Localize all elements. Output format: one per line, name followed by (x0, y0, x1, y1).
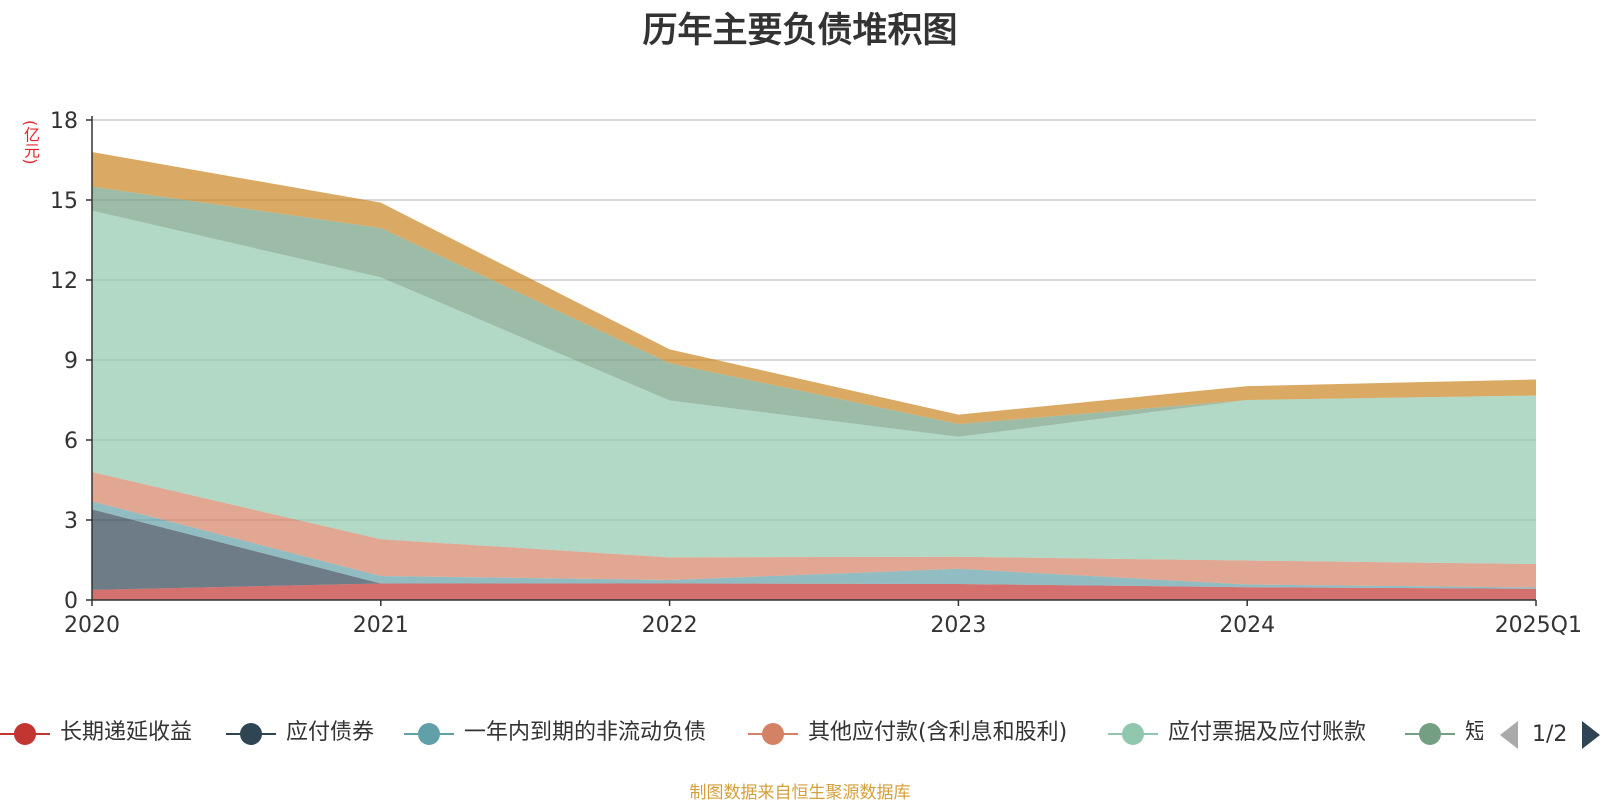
y-tick-label: 9 (64, 349, 78, 374)
stacked-areas (92, 152, 1536, 600)
legend-label: 短 (1465, 720, 1483, 745)
chart-title: 历年主要负债堆积图 (642, 11, 958, 51)
y-axis-unit: (亿元) (21, 120, 40, 165)
legend: 长期递延收益 应付债券 一年内到期的非流动负债 其他应付款(含利息和股利) 应付票据及应… (0, 712, 1600, 756)
legend-label: 应付票据及应付账款 (1168, 720, 1367, 745)
legend-items: 长期递延收益 应付债券 一年内到期的非流动负债 其他应付款(含利息和股利) 应付票据及应… (0, 712, 1483, 756)
area-应付债券[interactable] (92, 509, 1536, 590)
area-短期借款[interactable] (92, 186, 1536, 437)
legend-dot-icon (762, 723, 784, 745)
legend-dot-icon (1122, 723, 1144, 745)
y-tick-label: 3 (64, 509, 78, 534)
legend-prev-page-icon[interactable] (1500, 721, 1518, 749)
legend-label: 长期递延收益 (60, 720, 193, 745)
x-tick-label: 2022 (642, 613, 698, 638)
legend-next-page-icon[interactable] (1582, 721, 1600, 749)
y-tick-label: 0 (64, 589, 78, 614)
legend-page-indicator: 1/2 (1532, 722, 1568, 747)
legend-dot-icon (240, 723, 262, 745)
area-其他应付款(含利息和股利)[interactable] (92, 472, 1536, 588)
area-应付票据及应付账款[interactable] (92, 210, 1536, 564)
area-长期递延收益[interactable] (92, 583, 1536, 600)
x-tick-label: 2021 (353, 613, 409, 638)
y-tick-label: 18 (50, 109, 78, 134)
legend-dot-icon (418, 723, 440, 745)
axes: 0 3 6 9 12 15 18 2020 2021 2022 2023 2024 2025Q1 (50, 109, 1582, 638)
legend-dot-icon (1419, 723, 1441, 745)
legend-label: 应付债券 (286, 720, 375, 745)
x-tick-label: 2020 (64, 613, 120, 638)
y-tick-label: 6 (64, 429, 78, 454)
area-series-7[interactable] (92, 152, 1536, 424)
y-tick-label: 15 (50, 189, 78, 214)
x-tick-label: 2023 (930, 613, 986, 638)
y-tick-label: 12 (50, 269, 78, 294)
source-note: 制图数据来自恒生聚源数据库 (689, 783, 911, 803)
x-tick-label: 2024 (1219, 613, 1275, 638)
legend-dot-icon (14, 723, 36, 745)
legend-label: 一年内到期的非流动负债 (464, 720, 707, 745)
x-tick-label: 2025Q1 (1495, 613, 1582, 638)
legend-label: 其他应付款(含利息和股利) (808, 720, 1068, 745)
